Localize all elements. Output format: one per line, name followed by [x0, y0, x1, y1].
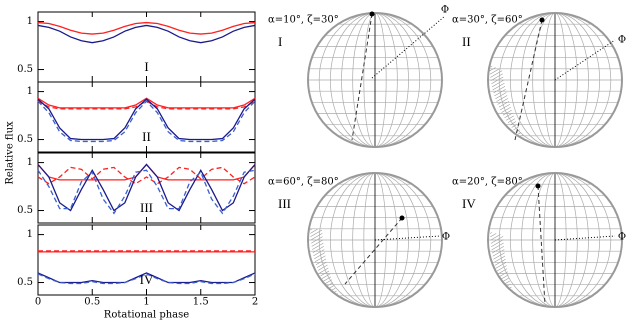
- y-tick-label: 1: [27, 229, 33, 240]
- meridian: [532, 173, 578, 307]
- light-curve: [37, 98, 256, 141]
- line-of-sight: [374, 235, 441, 241]
- meridian: [509, 173, 601, 307]
- sphere-outline: [487, 172, 623, 308]
- diagram-numeral: I: [278, 34, 282, 49]
- angle-label: α=20°, ζ=80°: [452, 177, 523, 188]
- magnetic-axis: [344, 217, 403, 285]
- line-of-sight: [371, 15, 446, 79]
- line-of-sight: [554, 235, 616, 241]
- sphere-outline: [307, 172, 443, 308]
- sphere: Φα=20°, ζ=80° IV: [452, 172, 626, 308]
- hatch-region: [310, 228, 340, 298]
- panel-numeral: III: [140, 200, 153, 215]
- x-tick-label: 1: [143, 297, 149, 308]
- magnetic-axis: [351, 13, 373, 141]
- x-tick-label: 2: [252, 297, 258, 308]
- line-of-sight: [554, 39, 616, 81]
- meridian: [498, 173, 612, 307]
- diagram-numeral: II: [462, 34, 471, 49]
- meridian: [341, 13, 409, 147]
- meridian: [329, 173, 421, 307]
- light-curve: [37, 97, 256, 109]
- y-tick-label: 0.5: [17, 64, 33, 75]
- light-curve: [37, 24, 256, 44]
- light-curve: [37, 166, 256, 185]
- panel-numeral: II: [142, 129, 151, 144]
- pole: [369, 11, 375, 17]
- meridian: [352, 173, 398, 307]
- light-curve: [37, 163, 256, 212]
- light-curve: [37, 100, 256, 143]
- meridian: [352, 13, 398, 147]
- meridian: [498, 13, 612, 147]
- panel-numeral: IV: [140, 272, 154, 287]
- angle-label: α=60°, ζ=80°: [268, 177, 339, 188]
- x-tick-label: 1.5: [193, 297, 209, 308]
- x-tick-label: 0.5: [84, 297, 100, 308]
- y-tick-label: 1: [27, 16, 33, 27]
- diagram-numeral: III: [278, 196, 291, 211]
- meridian: [521, 13, 589, 147]
- hatch-region: [490, 232, 515, 298]
- phi-label: Φ: [442, 232, 450, 243]
- meridian: [509, 13, 601, 147]
- pole: [535, 183, 541, 189]
- light-curve: [37, 100, 256, 110]
- panel-numeral: I: [144, 59, 148, 74]
- meridian: [341, 173, 409, 307]
- x-tick-label: 0: [35, 297, 41, 308]
- meridian: [363, 173, 387, 307]
- magnetic-axis: [537, 185, 546, 306]
- meridian: [318, 13, 432, 147]
- phi-label: Φ: [618, 232, 626, 243]
- light-curve: [37, 273, 256, 285]
- y-tick-label: 1: [27, 86, 33, 97]
- diagram-numeral: IV: [462, 196, 476, 211]
- meridian: [543, 173, 567, 307]
- phi-label: Φ: [618, 35, 626, 46]
- pole: [399, 215, 405, 221]
- meridian: [532, 13, 578, 147]
- y-tick-label: 0.5: [17, 134, 33, 145]
- meridian: [329, 13, 421, 147]
- sphere-outline: [487, 12, 623, 148]
- sphere: Φα=60°, ζ=80° III: [268, 172, 450, 308]
- x-axis-label: Rotational phase: [104, 310, 189, 321]
- light-curve: [37, 169, 256, 215]
- phi-label: Φ: [441, 5, 449, 16]
- y-tick-label: 1: [27, 157, 33, 168]
- sphere-outline: [307, 12, 443, 148]
- pole: [539, 17, 545, 23]
- y-axis-label: Relative flux: [5, 121, 16, 185]
- sphere: Φα=30°, ζ=60° II: [452, 12, 626, 148]
- y-tick-label: 0.5: [17, 205, 33, 216]
- meridian: [363, 13, 387, 147]
- light-curve: [37, 21, 256, 35]
- angle-label: α=30°, ζ=60°: [452, 15, 523, 26]
- angle-label: α=10°, ζ=30°: [268, 15, 339, 26]
- meridian: [521, 173, 589, 307]
- meridian: [318, 173, 432, 307]
- sphere: Φα=10°, ζ=30° I: [268, 5, 449, 148]
- meridian: [543, 13, 567, 147]
- y-tick-label: 0.5: [17, 277, 33, 288]
- light-curve: [37, 272, 256, 284]
